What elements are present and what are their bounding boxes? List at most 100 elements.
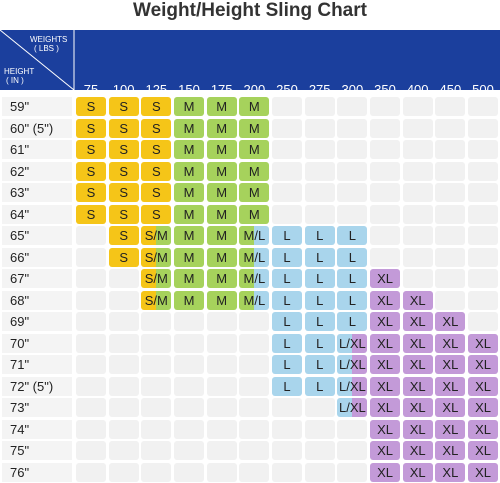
empty-cell (174, 333, 204, 353)
empty-cell (402, 204, 433, 224)
empty-cell (108, 355, 139, 374)
size-cell: M (206, 290, 237, 310)
row-label: 73" (2, 398, 72, 417)
empty-cell (76, 290, 106, 310)
column-header: 100 (112, 82, 135, 97)
empty-cell (239, 312, 270, 331)
size-cell: M (174, 97, 204, 116)
column-header: 300 (341, 82, 364, 97)
empty-cell (272, 419, 303, 439)
empty-cell (141, 355, 172, 374)
empty-cell (141, 441, 172, 460)
empty-cell (141, 333, 172, 353)
height-unit: ( IN ) (6, 76, 24, 85)
empty-cell (272, 140, 303, 159)
weights-label: WEIGHTS (30, 35, 68, 44)
size-cell: M/L (239, 226, 270, 245)
size-cell: S (141, 204, 172, 224)
size-cell: XL (468, 462, 499, 482)
size-cell: XL (402, 462, 433, 482)
size-cell: XL (402, 441, 433, 460)
size-cell: M (174, 204, 204, 224)
column-header: 250 (276, 82, 298, 97)
empty-cell (402, 140, 433, 159)
size-cell: M (174, 161, 204, 181)
column-header: 150 (178, 82, 200, 97)
size-cell: L (304, 247, 335, 267)
empty-cell (337, 204, 368, 224)
size-cell: M (239, 204, 270, 224)
empty-cell (402, 269, 433, 288)
size-cell: L (304, 333, 335, 353)
size-cell: M (239, 183, 270, 202)
size-cell: M (174, 183, 204, 202)
column-header: 450 (439, 82, 462, 97)
empty-cell (108, 269, 139, 288)
empty-cell (272, 398, 303, 417)
size-cell: L (304, 376, 335, 396)
size-cell: L (337, 226, 368, 245)
empty-cell (370, 97, 401, 116)
empty-cell (435, 269, 466, 288)
empty-cell (174, 312, 204, 331)
size-cell: S/M (141, 290, 172, 310)
size-cell: S (76, 97, 106, 116)
column-header: 400 (406, 82, 429, 97)
empty-cell (304, 462, 335, 482)
empty-cell (174, 355, 204, 374)
empty-cell (304, 161, 335, 181)
row-label: 62" (2, 161, 72, 181)
size-cell: S (108, 183, 139, 202)
size-cell: S (141, 140, 172, 159)
empty-cell (337, 462, 368, 482)
empty-cell (337, 140, 368, 159)
size-cell: XL (370, 312, 401, 331)
empty-cell (206, 398, 237, 417)
column-header: 200 (243, 82, 266, 97)
size-cell: M/L (239, 290, 270, 310)
size-cell: XL (435, 355, 466, 374)
empty-cell (239, 419, 270, 439)
empty-cell (304, 398, 335, 417)
size-cell: L (272, 355, 303, 374)
height-label: HEIGHT (4, 67, 35, 76)
size-cell: L (337, 290, 368, 310)
empty-cell (435, 183, 466, 202)
empty-cell (402, 247, 433, 267)
empty-cell (304, 118, 335, 138)
size-cell: XL (402, 312, 433, 331)
row-label: 65" (2, 226, 72, 245)
row-label: 69" (2, 312, 72, 331)
row-label: 75" (2, 441, 72, 460)
size-cell: L (272, 312, 303, 331)
size-cell: L/XL (337, 355, 368, 374)
empty-cell (239, 441, 270, 460)
row-label: 68" (2, 290, 72, 310)
row-label: 70" (2, 333, 72, 353)
empty-cell (272, 161, 303, 181)
empty-cell (370, 226, 401, 245)
size-cell: XL (468, 355, 499, 374)
size-cell: XL (370, 290, 401, 310)
column-header: 275 (308, 82, 331, 97)
size-cell: S (76, 118, 106, 138)
size-cell: M (206, 118, 237, 138)
size-cell: XL (468, 398, 499, 417)
size-cell: M/L (239, 247, 270, 267)
size-cell: S (108, 204, 139, 224)
size-cell: S (108, 161, 139, 181)
empty-cell (435, 161, 466, 181)
empty-cell (337, 183, 368, 202)
size-cell: L (272, 376, 303, 396)
empty-cell (206, 312, 237, 331)
row-label: 71" (2, 355, 72, 374)
size-cell: M (174, 118, 204, 138)
empty-cell (468, 118, 499, 138)
empty-cell (272, 183, 303, 202)
empty-cell (402, 118, 433, 138)
size-cell: M/L (239, 269, 270, 288)
size-cell: M (206, 97, 237, 116)
size-cell: XL (370, 441, 401, 460)
size-cell: XL (370, 376, 401, 396)
size-cell: L/XL (337, 333, 368, 353)
